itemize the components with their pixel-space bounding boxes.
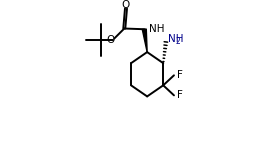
Text: 2: 2 <box>176 37 180 46</box>
Polygon shape <box>142 29 147 52</box>
Text: NH: NH <box>168 34 184 44</box>
Text: F: F <box>177 70 183 80</box>
Text: F: F <box>177 90 183 100</box>
Text: O: O <box>107 35 115 45</box>
Text: NH: NH <box>149 24 165 33</box>
Text: O: O <box>122 0 130 9</box>
